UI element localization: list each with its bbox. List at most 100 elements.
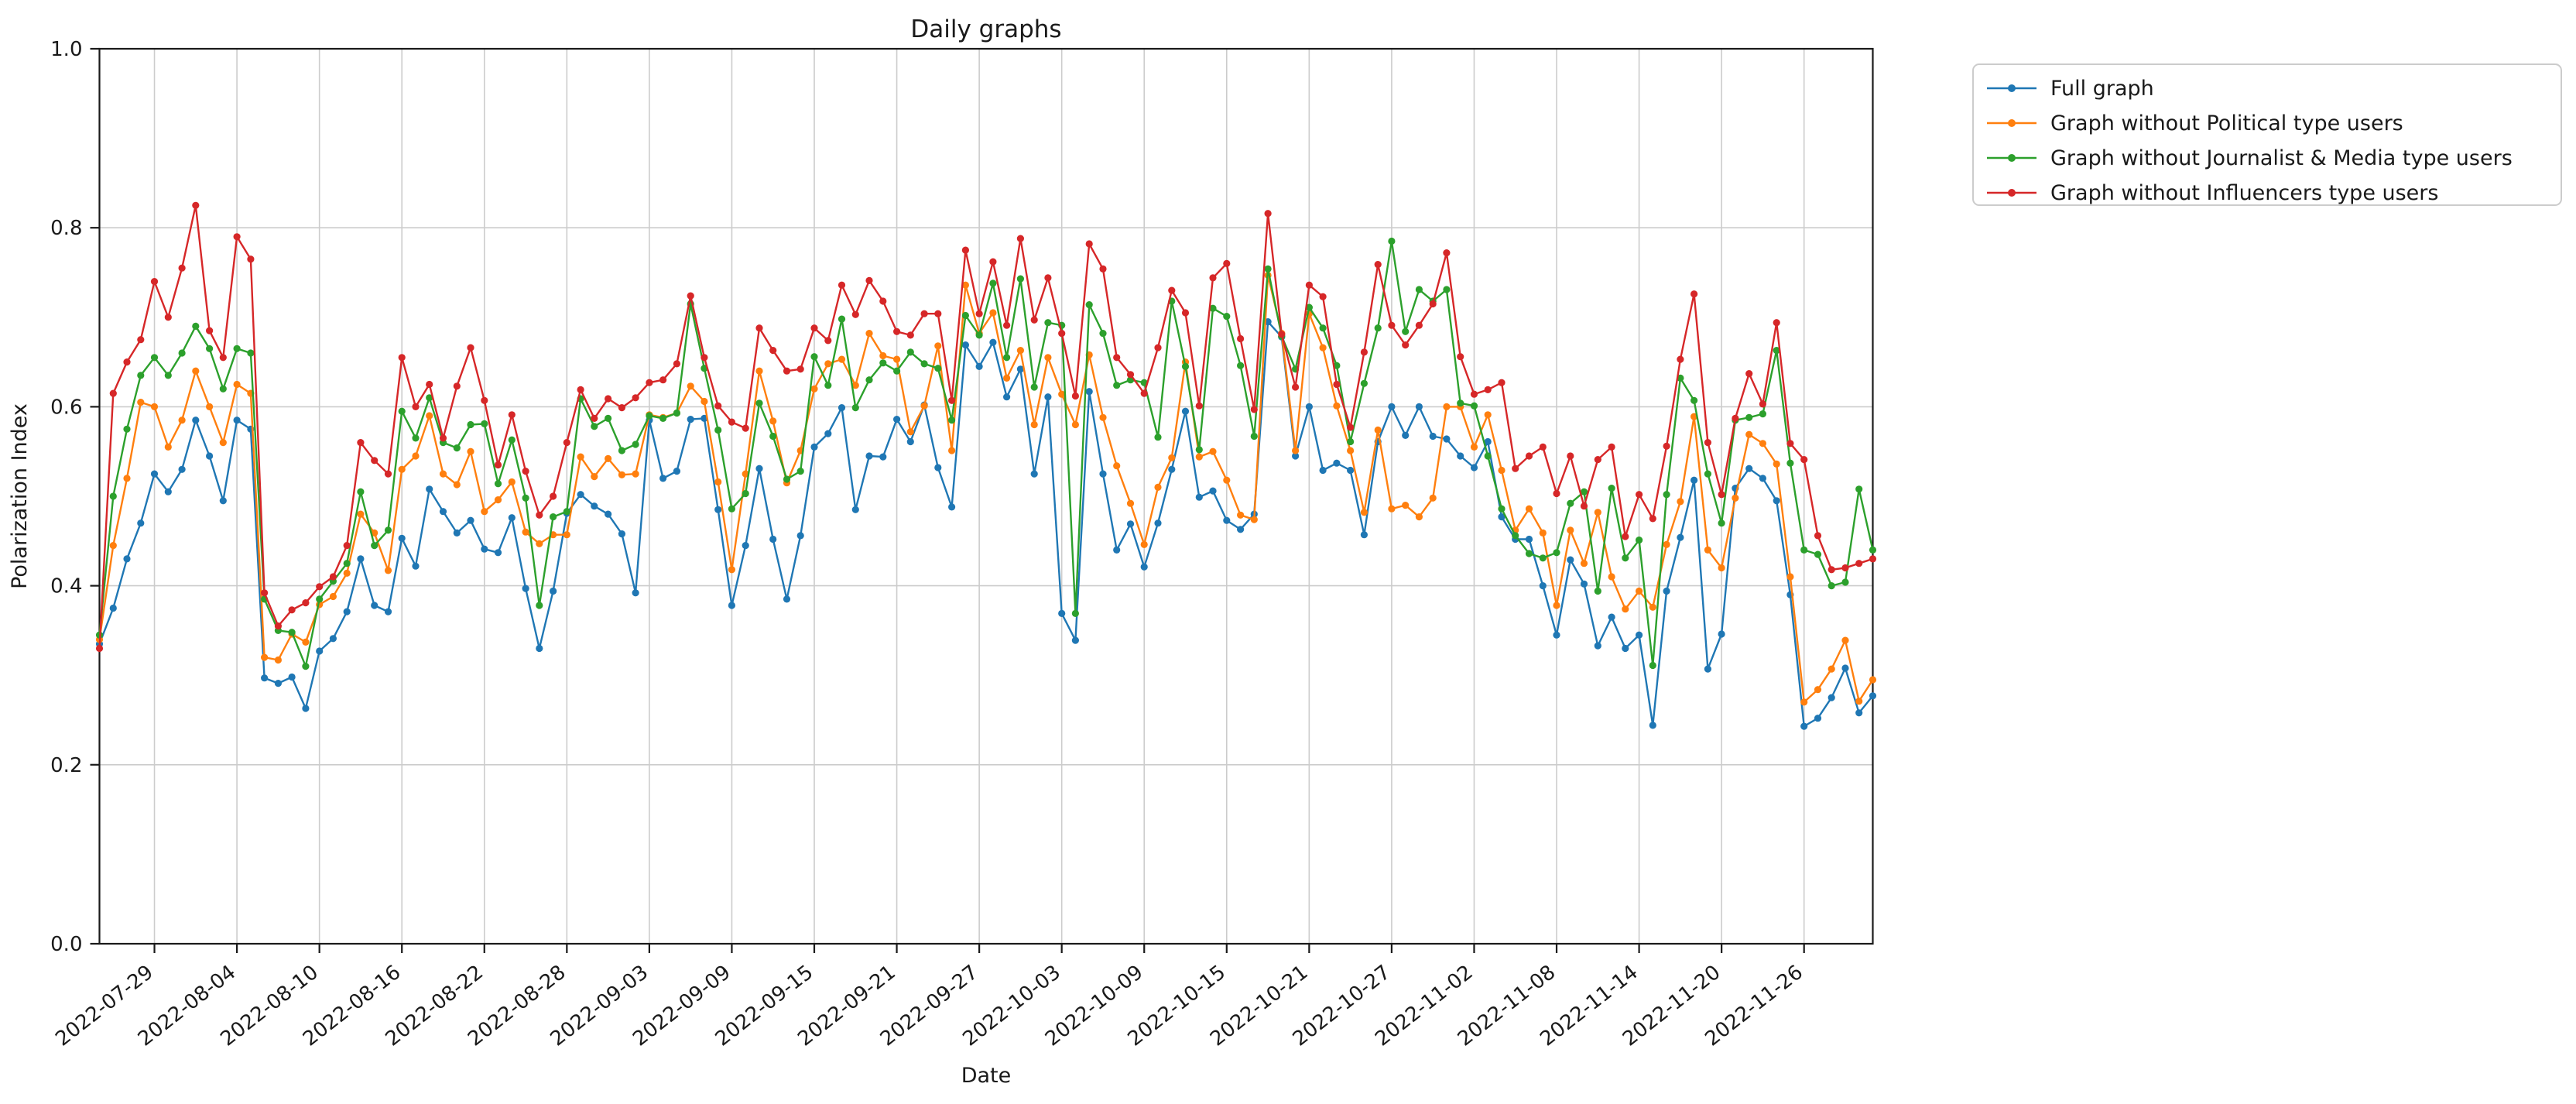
data-point	[95, 644, 104, 653]
data-point	[1773, 347, 1780, 355]
data-point	[714, 506, 722, 513]
data-point	[206, 452, 214, 460]
data-point	[1636, 587, 1643, 595]
data-point	[522, 585, 529, 592]
data-point	[522, 528, 529, 536]
data-point	[1415, 321, 1423, 329]
data-point	[577, 453, 584, 461]
data-point	[426, 380, 433, 389]
data-point	[1567, 499, 1574, 507]
data-point	[329, 573, 337, 581]
data-point	[1718, 564, 1725, 572]
data-point	[1113, 462, 1121, 470]
data-point	[948, 503, 956, 511]
data-point	[1512, 465, 1519, 472]
data-point	[1388, 403, 1396, 411]
data-point	[646, 412, 653, 420]
y-tick-label: 0.6	[50, 396, 82, 419]
data-point	[1704, 470, 1711, 478]
data-point	[1113, 354, 1121, 362]
data-point	[1855, 485, 1863, 493]
data-point	[1374, 261, 1382, 269]
data-point	[1525, 452, 1533, 460]
data-point	[1347, 437, 1355, 446]
data-point	[1594, 642, 1601, 650]
data-point	[1181, 309, 1190, 317]
data-point	[1415, 513, 1423, 521]
data-point	[137, 399, 145, 406]
data-point	[384, 608, 392, 615]
data-point	[1855, 709, 1863, 717]
data-point	[1718, 630, 1725, 638]
data-point	[618, 447, 626, 454]
data-point	[150, 278, 159, 286]
data-point	[948, 417, 956, 424]
data-point	[1030, 420, 1038, 429]
data-point	[728, 505, 736, 513]
data-point	[838, 355, 846, 363]
data-point	[824, 382, 832, 389]
data-point	[1319, 324, 1327, 332]
data-point	[1237, 511, 1245, 519]
data-point	[838, 315, 846, 323]
x-axis-title: Date	[961, 1064, 1012, 1088]
data-point	[1016, 275, 1024, 283]
legend-entry[interactable]: Graph without Political type users	[1987, 111, 2403, 135]
data-point	[233, 417, 241, 424]
data-point	[1553, 489, 1560, 498]
data-point	[838, 281, 846, 289]
data-point	[1292, 452, 1300, 460]
data-point	[865, 276, 873, 284]
data-point	[906, 437, 914, 446]
data-point	[453, 382, 461, 390]
data-point	[1333, 402, 1341, 410]
data-point	[1457, 399, 1464, 407]
data-point	[1237, 334, 1245, 343]
data-point	[961, 341, 969, 349]
data-point	[1841, 636, 1849, 644]
data-point	[1759, 475, 1766, 482]
data-point	[164, 372, 172, 379]
data-point	[755, 367, 763, 375]
data-point	[810, 324, 818, 332]
data-point	[632, 589, 639, 597]
data-point	[1415, 286, 1423, 293]
data-point	[742, 470, 749, 478]
data-point	[412, 434, 420, 442]
data-point	[906, 331, 914, 339]
data-point	[1786, 573, 1794, 581]
data-point	[1608, 613, 1615, 621]
data-point	[164, 443, 172, 451]
data-point	[1429, 432, 1437, 441]
data-point	[1071, 609, 1079, 618]
data-point	[1580, 560, 1588, 567]
data-point	[989, 338, 997, 346]
data-point	[920, 402, 928, 410]
data-point	[1347, 447, 1355, 454]
data-point	[1168, 454, 1176, 461]
data-point	[618, 471, 626, 478]
legend-entry[interactable]: Graph without Journalist & Media type us…	[1987, 146, 2513, 170]
data-point	[1209, 304, 1217, 312]
data-point	[618, 530, 626, 538]
y-tick-label: 1.0	[50, 38, 82, 61]
data-point	[1512, 532, 1519, 540]
data-point	[137, 336, 145, 344]
data-point	[233, 345, 241, 352]
data-point	[1264, 210, 1272, 218]
data-point	[714, 402, 722, 410]
data-point	[1732, 494, 1739, 502]
legend-entry[interactable]: Full graph	[1987, 77, 2154, 101]
data-point	[384, 567, 392, 574]
data-point	[302, 663, 310, 670]
legend-entry[interactable]: Graph without Influencers type users	[1987, 181, 2438, 205]
data-point	[550, 587, 557, 595]
data-point	[1636, 491, 1643, 499]
data-point	[316, 647, 324, 655]
data-point	[357, 510, 365, 518]
data-point	[1003, 321, 1011, 329]
data-point	[1154, 519, 1162, 527]
data-point	[1470, 443, 1478, 451]
data-point	[1085, 240, 1093, 248]
